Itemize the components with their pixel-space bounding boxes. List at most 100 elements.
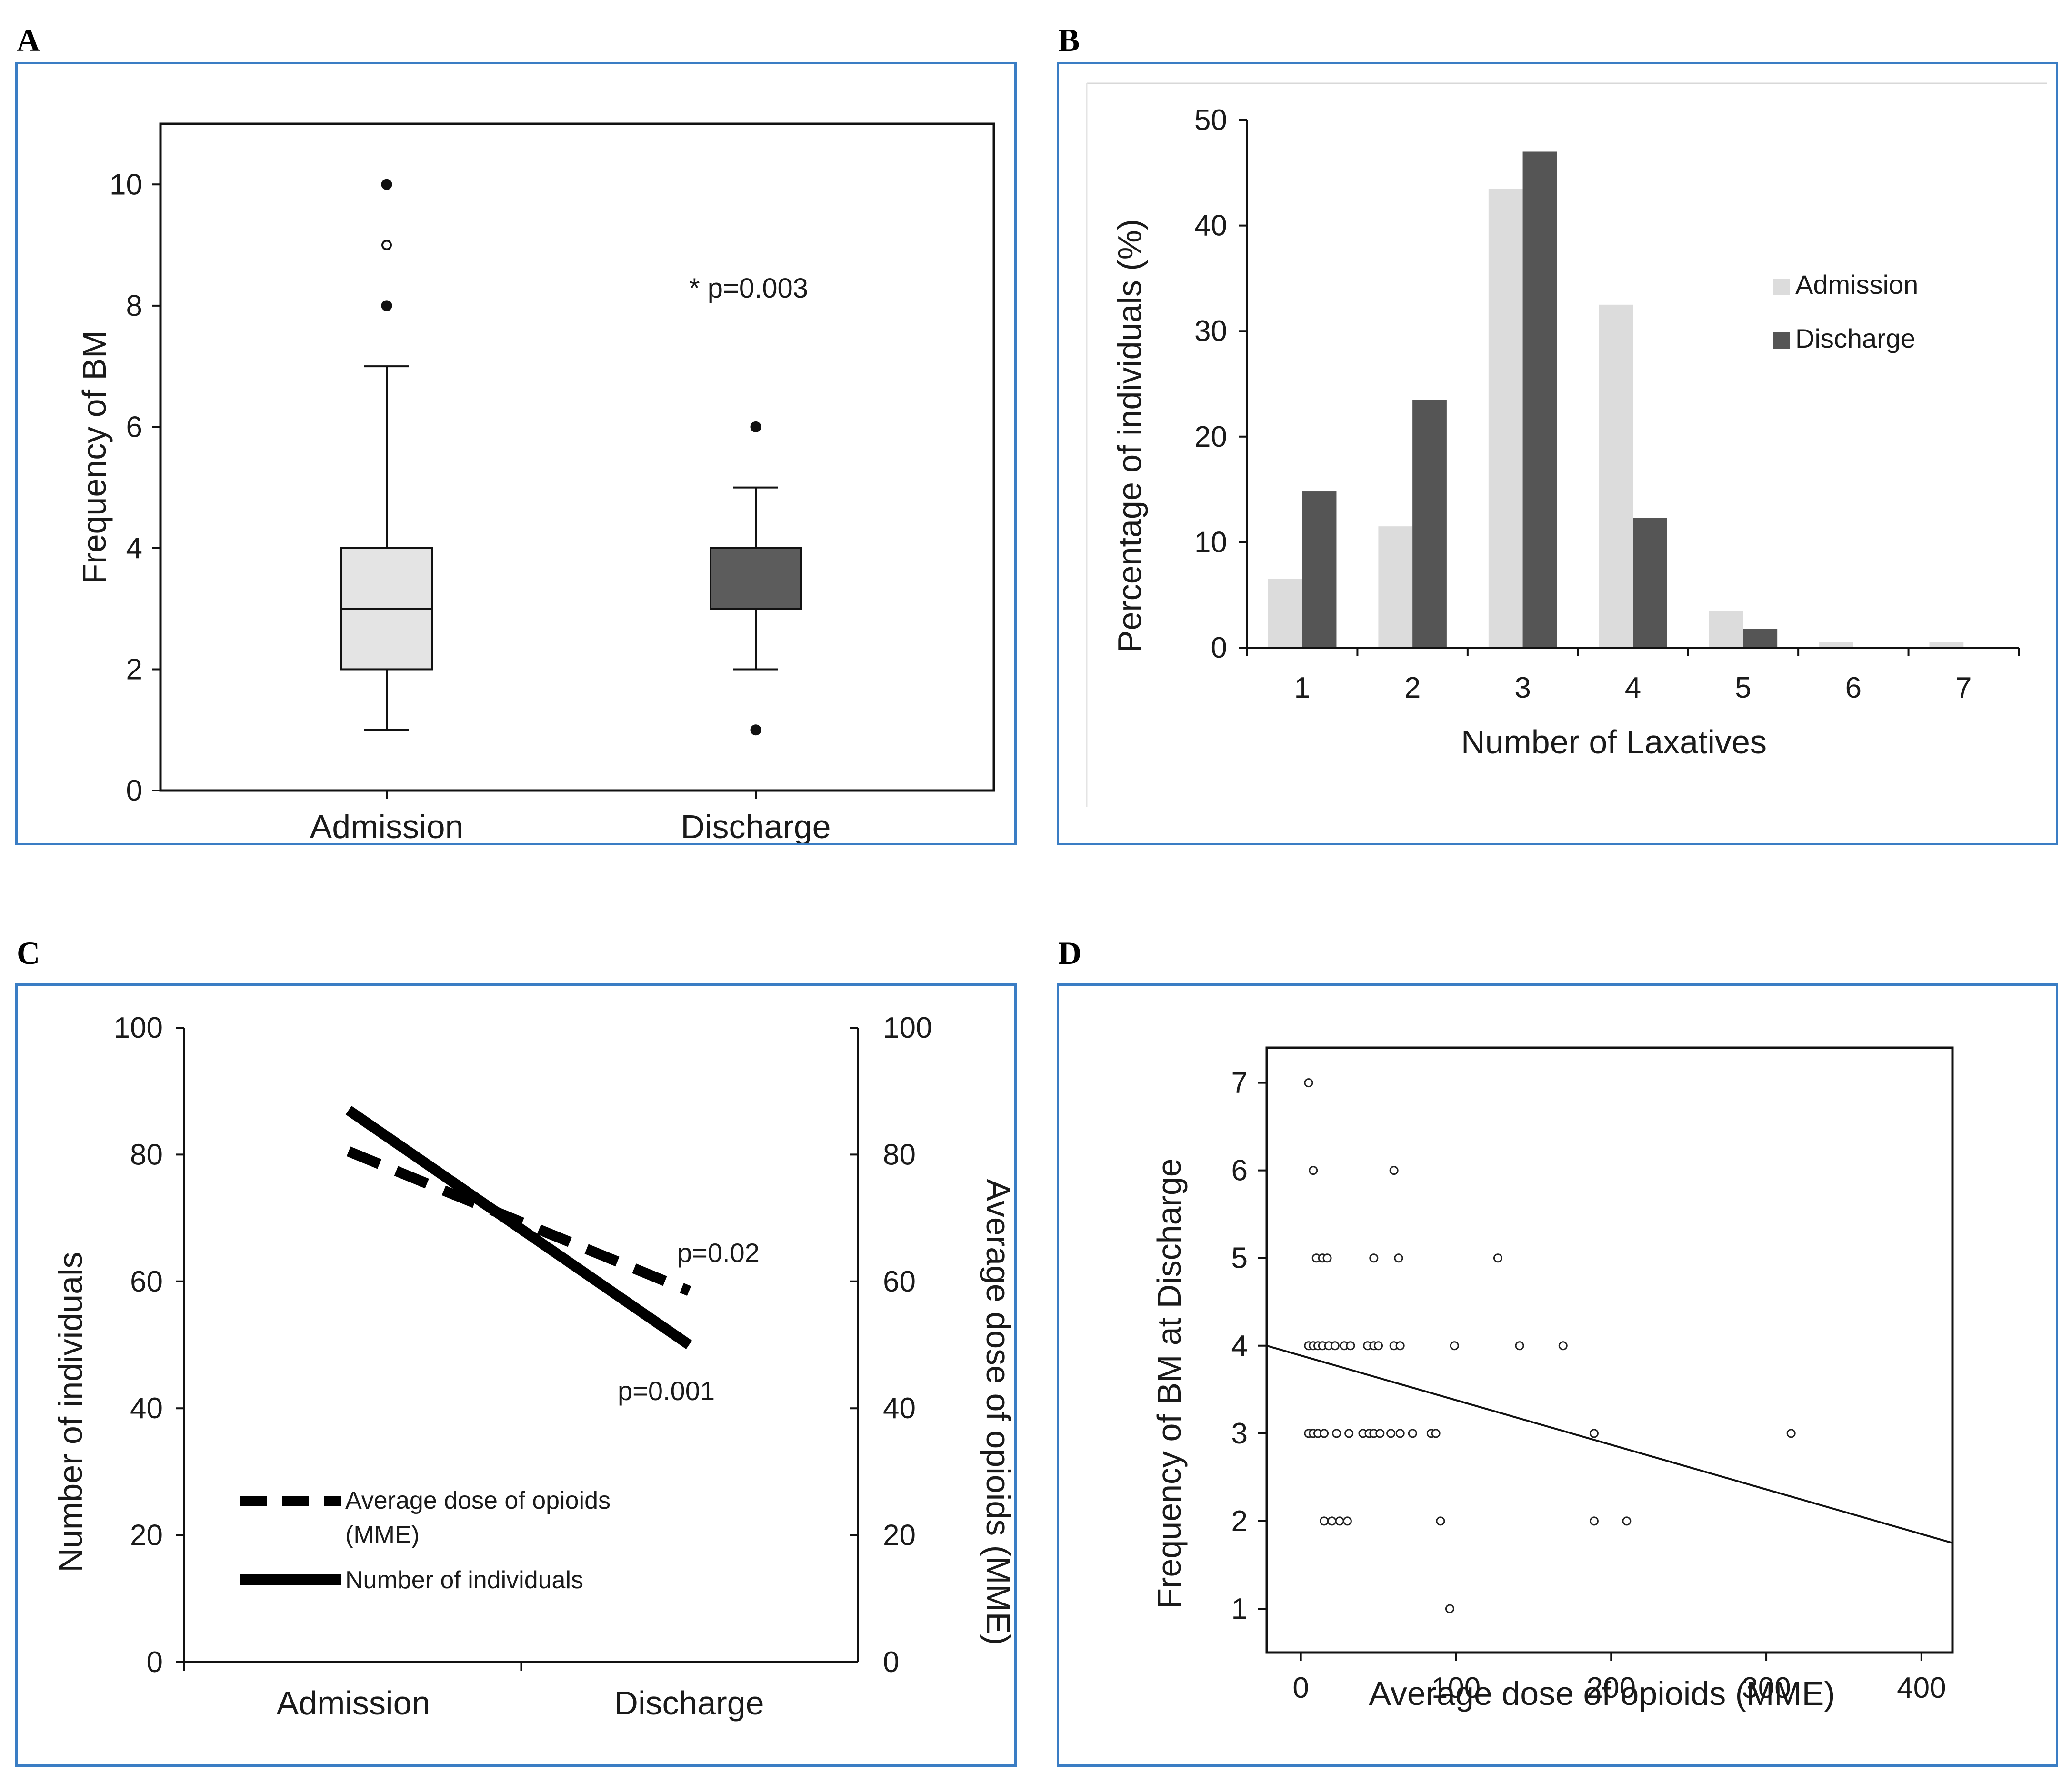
y-tick-label-d: 1 [1231, 1593, 1248, 1625]
outlier-point-a [750, 724, 761, 736]
y-tick-label-right-c: 40 [883, 1392, 916, 1425]
y-tick-label-right-c: 20 [883, 1519, 916, 1552]
y-axis-title-c: Number of individuals [52, 1252, 89, 1572]
y-tick-label-b: 40 [1194, 210, 1227, 242]
legend-swatch-admission [1773, 279, 1790, 295]
scatter-point [1493, 1253, 1502, 1263]
panel-c: 0 0 20 20 40 40 60 60 80 80 100 100 Admission Dischar… [15, 983, 1017, 1767]
x-tick-label-d: 400 [1897, 1672, 1946, 1704]
scatter-point [1304, 1078, 1313, 1088]
plot-frame-a [159, 122, 995, 792]
bar-admission [1599, 304, 1633, 648]
y-tick-label-left-c: 80 [130, 1138, 163, 1171]
scatter-point [1332, 1429, 1341, 1438]
scatter-point [1327, 1516, 1337, 1526]
x-tick-label-b: 4 [1625, 671, 1641, 704]
scatter-point [1589, 1516, 1599, 1526]
x-tick-label-d: 300 [1742, 1672, 1791, 1704]
scatter-point [1395, 1341, 1405, 1351]
legend-label-individuals: Number of individuals [345, 1566, 583, 1594]
x-tick-label-a: Discharge [681, 808, 831, 843]
x-tick-label-c: Discharge [614, 1684, 764, 1722]
bar-discharge [1522, 151, 1557, 648]
y-axis-title-b: Percentage of individuals (%) [1111, 219, 1148, 652]
y-tick-label-a: 8 [126, 290, 142, 322]
line-chart-c: 0 0 20 20 40 40 60 60 80 80 100 100 Admission Dischar… [52, 1012, 1014, 1722]
x-tick-label-c: Admission [277, 1684, 430, 1722]
p-value-dose-c: p=0.02 [677, 1238, 760, 1268]
y-tick-label-left-c: 0 [147, 1646, 163, 1679]
scatter-point [1408, 1429, 1417, 1438]
scatter-point [1330, 1341, 1340, 1351]
y-tick-label-b: 10 [1194, 526, 1227, 559]
annotation-p-value-a: * p=0.003 [689, 273, 808, 304]
y-tick-label-a: 10 [110, 168, 142, 201]
scatter-point [1394, 1253, 1403, 1263]
y-tick-label-left-c: 100 [114, 1012, 163, 1044]
regression-line [1266, 1344, 1953, 1544]
scatter-point [1344, 1429, 1354, 1438]
bar-discharge [1412, 400, 1447, 648]
y-tick-label-right-c: 100 [883, 1012, 932, 1044]
y-tick-label-d: 2 [1231, 1505, 1248, 1538]
y-tick-label-right-c: 0 [883, 1646, 899, 1679]
y2-axis-title-c: Average dose of opioids (MME) [980, 1179, 1014, 1645]
x-axis-title-d: Average dose of opioids (MME) [1369, 1675, 1835, 1712]
y-tick-label-b: 30 [1194, 315, 1227, 348]
bar-admission [1268, 579, 1302, 648]
x-tick-label-b: 5 [1735, 671, 1751, 704]
bar-admission [1929, 642, 1964, 648]
scatter-point [1369, 1253, 1379, 1263]
scatter-point [1342, 1516, 1352, 1526]
scatter-point [1375, 1429, 1385, 1438]
x-axis-title-b: Number of Laxatives [1461, 723, 1767, 761]
scatter-plot-d: 1 2 3 4 5 6 7 0 100 200 300 400 Frequency of BM at … [1151, 1046, 1954, 1712]
bar-discharge [1302, 491, 1337, 648]
p-value-individuals-c: p=0.001 [618, 1376, 715, 1406]
x-tick-label-a: Admission [310, 808, 464, 843]
y-tick-label-right-c: 60 [883, 1265, 916, 1298]
x-tick-label-d: 0 [1292, 1672, 1309, 1704]
scatter-point [1622, 1516, 1632, 1526]
x-tick-label-b: 3 [1514, 671, 1531, 704]
y-tick-label-d: 5 [1231, 1242, 1248, 1275]
y-tick-label-d: 4 [1231, 1330, 1248, 1362]
y-tick-label-left-c: 60 [130, 1265, 163, 1298]
panel-label-d: D [1058, 935, 1082, 971]
panel-label-a: A [17, 22, 40, 58]
scatter-point [1450, 1341, 1459, 1351]
panel-b: 0 10 20 30 40 50 1 2 3 4 5 6 7 Percentage of individ… [1057, 62, 2058, 845]
panel-label-c: C [17, 935, 40, 971]
y-axis-title-d: Frequency of BM at Discharge [1151, 1158, 1188, 1608]
legend-swatch-discharge [1773, 332, 1790, 349]
y-tick-label-d: 6 [1231, 1154, 1248, 1187]
scatter-point [1335, 1516, 1344, 1526]
outlier-point-a [381, 300, 392, 311]
outlier-point-a [381, 240, 392, 250]
y-tick-label-left-c: 20 [130, 1519, 163, 1552]
bar-admission [1819, 642, 1853, 648]
y-tick-label-b: 50 [1194, 104, 1227, 137]
outlier-point-a [750, 421, 761, 432]
outlier-point-a [381, 179, 392, 190]
scatter-point [1389, 1166, 1399, 1175]
scatter-point [1374, 1341, 1383, 1351]
bar-discharge [1633, 518, 1667, 648]
scatter-point [1320, 1429, 1329, 1438]
scatter-point [1589, 1429, 1599, 1438]
bar-admission [1709, 611, 1743, 648]
scatter-point [1786, 1429, 1796, 1438]
legend-label-dose-line2: (MME) [345, 1521, 420, 1549]
y-tick-label-a: 4 [126, 532, 142, 565]
scatter-point [1436, 1516, 1445, 1526]
plot-frame-d [1265, 1046, 1954, 1654]
scatter-point [1431, 1429, 1441, 1438]
x-tick-label-d: 200 [1587, 1672, 1636, 1704]
bar-admission [1488, 189, 1523, 648]
x-tick-label-b: 7 [1955, 671, 1972, 704]
y-axis-title-a: Frequency of BM [76, 331, 113, 584]
series-line-individuals [345, 1106, 692, 1350]
y-tick-label-left-c: 40 [130, 1392, 163, 1425]
y-tick-label-a: 2 [126, 653, 142, 686]
panel-a: 0 2 4 6 8 10 Admission Discharge Frequency of … [15, 62, 1017, 845]
